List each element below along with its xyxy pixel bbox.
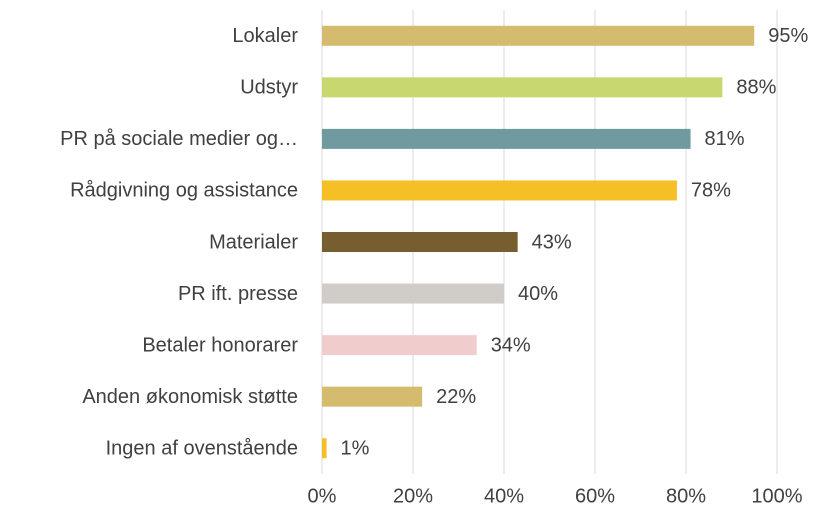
bar — [322, 77, 723, 98]
y-tick-label: PR på sociale medier og… — [60, 128, 298, 150]
x-tick-label: 20% — [393, 485, 433, 507]
value-label: 81% — [705, 128, 745, 150]
y-tick-label: Ingen af ovenstående — [106, 438, 298, 460]
y-tick-label: Udstyr — [240, 77, 298, 99]
y-tick-label: Materialer — [209, 231, 298, 253]
bar — [322, 128, 691, 149]
value-label: 78% — [691, 180, 731, 202]
x-tick-label: 40% — [484, 485, 524, 507]
y-tick-label: Rådgivning og assistance — [70, 180, 298, 202]
y-tick-label: Betaler honorarer — [142, 334, 298, 356]
y-tick-label: Lokaler — [232, 25, 298, 47]
value-label: 1% — [341, 438, 370, 460]
bar — [322, 386, 423, 407]
bar — [322, 180, 677, 201]
y-tick-label: PR ift. presse — [178, 283, 298, 305]
x-tick-label: 0% — [308, 485, 337, 507]
bar — [322, 335, 477, 356]
value-label: 43% — [532, 231, 572, 253]
bar — [322, 232, 518, 252]
y-tick-label: Anden økonomisk støtte — [82, 386, 298, 408]
x-tick-label: 80% — [666, 485, 706, 507]
bar — [322, 438, 327, 459]
value-label: 88% — [736, 77, 776, 99]
value-label: 34% — [491, 334, 531, 356]
bar — [322, 25, 755, 46]
bar — [322, 283, 504, 304]
x-tick-label: 60% — [575, 485, 615, 507]
value-label: 22% — [436, 386, 476, 408]
value-label: 95% — [768, 25, 808, 47]
x-tick-label: 100% — [751, 485, 802, 507]
value-label: 40% — [518, 283, 558, 305]
